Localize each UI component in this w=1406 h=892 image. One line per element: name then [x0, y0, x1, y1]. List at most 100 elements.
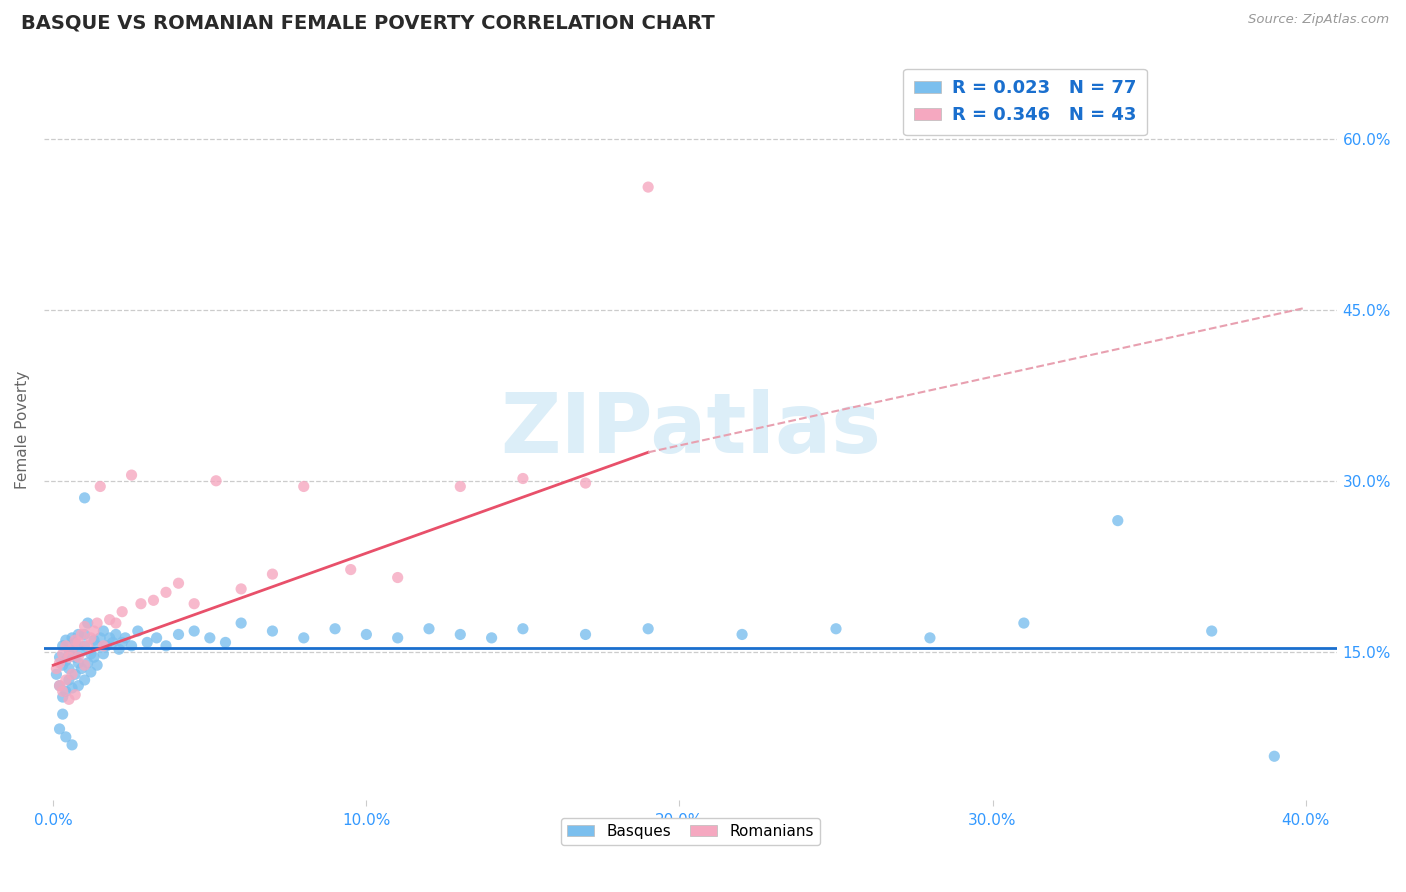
Point — [637, 622, 659, 636]
Point — [52, 690, 75, 704]
Point — [96, 639, 118, 653]
Point — [512, 471, 534, 485]
Point — [292, 631, 315, 645]
Point — [80, 631, 103, 645]
Point — [58, 662, 80, 676]
Point — [55, 684, 77, 698]
Point — [98, 631, 121, 645]
Point — [48, 679, 70, 693]
Point — [127, 624, 149, 638]
Point — [52, 639, 75, 653]
Point — [45, 662, 67, 676]
Point — [86, 639, 108, 653]
Point — [339, 563, 361, 577]
Text: BASQUE VS ROMANIAN FEMALE POVERTY CORRELATION CHART: BASQUE VS ROMANIAN FEMALE POVERTY CORREL… — [21, 13, 714, 32]
Point — [60, 667, 83, 681]
Point — [73, 491, 96, 505]
Point — [76, 656, 98, 670]
Point — [55, 673, 77, 687]
Point — [60, 642, 83, 657]
Point — [323, 622, 346, 636]
Point — [101, 635, 124, 649]
Point — [104, 627, 127, 641]
Point — [231, 582, 253, 596]
Point — [1012, 616, 1035, 631]
Point — [63, 633, 86, 648]
Text: ZIPatlas: ZIPatlas — [501, 389, 882, 470]
Point — [83, 624, 105, 638]
Point — [48, 722, 70, 736]
Point — [356, 627, 378, 641]
Point — [205, 474, 228, 488]
Point — [574, 476, 596, 491]
Text: Source: ZipAtlas.com: Source: ZipAtlas.com — [1249, 13, 1389, 27]
Point — [63, 650, 86, 665]
Point — [73, 619, 96, 633]
Point — [60, 631, 83, 645]
Point — [292, 479, 315, 493]
Point — [825, 622, 848, 636]
Point — [76, 616, 98, 631]
Point — [111, 635, 134, 649]
Point — [418, 622, 440, 636]
Point — [111, 605, 134, 619]
Point — [167, 576, 190, 591]
Point — [231, 616, 253, 631]
Point — [108, 642, 131, 657]
Point — [918, 631, 941, 645]
Point — [449, 627, 471, 641]
Point — [183, 597, 205, 611]
Point — [155, 639, 177, 653]
Point — [45, 667, 67, 681]
Point — [70, 644, 93, 658]
Point — [136, 635, 159, 649]
Point — [52, 658, 75, 673]
Point — [262, 624, 284, 638]
Point — [48, 650, 70, 665]
Point — [80, 647, 103, 661]
Point — [67, 679, 90, 693]
Point — [214, 635, 236, 649]
Point — [63, 688, 86, 702]
Point — [83, 650, 105, 665]
Point — [73, 627, 96, 641]
Point — [52, 707, 75, 722]
Point — [58, 692, 80, 706]
Point — [145, 631, 167, 645]
Point — [574, 627, 596, 641]
Point — [52, 647, 75, 661]
Point — [73, 673, 96, 687]
Point — [637, 180, 659, 194]
Point — [55, 730, 77, 744]
Point — [93, 639, 115, 653]
Point — [481, 631, 503, 645]
Point — [89, 479, 111, 493]
Point — [58, 650, 80, 665]
Point — [73, 639, 96, 653]
Point — [121, 639, 143, 653]
Point — [93, 624, 115, 638]
Point — [60, 681, 83, 695]
Point — [80, 665, 103, 679]
Point — [83, 633, 105, 648]
Point — [76, 639, 98, 653]
Point — [93, 647, 115, 661]
Point — [1201, 624, 1223, 638]
Point — [449, 479, 471, 493]
Point — [142, 593, 165, 607]
Point — [58, 673, 80, 687]
Point — [58, 647, 80, 661]
Point — [198, 631, 221, 645]
Point — [114, 631, 136, 645]
Point — [67, 656, 90, 670]
Legend: Basques, Romanians: Basques, Romanians — [561, 818, 820, 845]
Point — [155, 585, 177, 599]
Point — [183, 624, 205, 638]
Point — [60, 738, 83, 752]
Point — [55, 639, 77, 653]
Point — [73, 658, 96, 673]
Point — [1263, 749, 1285, 764]
Point — [387, 570, 409, 584]
Point — [1107, 514, 1129, 528]
Point — [167, 627, 190, 641]
